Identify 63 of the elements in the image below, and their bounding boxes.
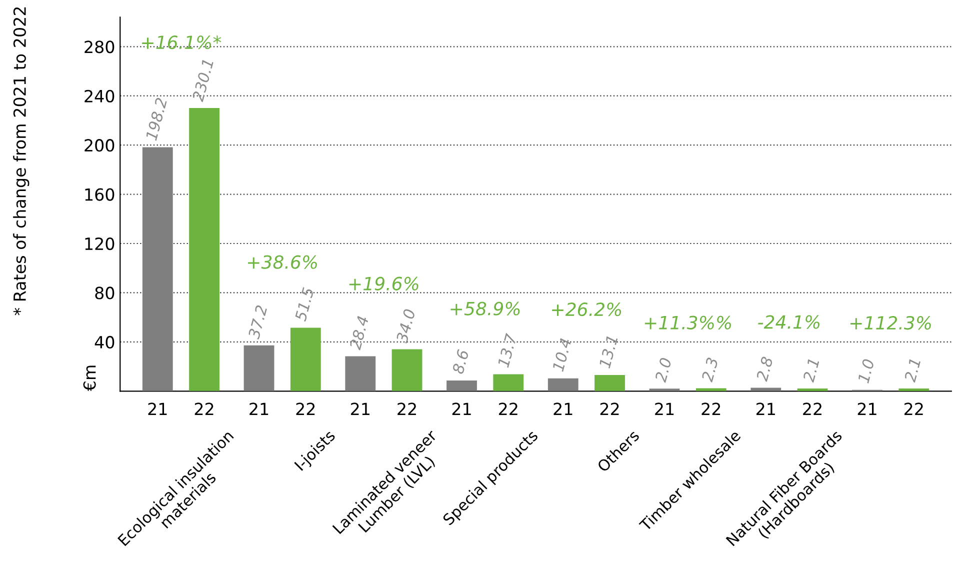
series-label: 22 (194, 402, 214, 416)
text: 21 (351, 402, 370, 416)
bar (649, 388, 680, 392)
data-label: 8.6 (452, 349, 470, 374)
data-label: 51.5 (294, 287, 314, 322)
text: 22 (904, 402, 923, 416)
bar (345, 356, 376, 392)
data-label: 198.2 (145, 97, 168, 141)
bar (594, 375, 625, 392)
bar (142, 147, 173, 392)
bar (548, 378, 578, 392)
y-tick-label: 160 (85, 188, 114, 201)
text: 22 (702, 402, 720, 416)
data-label: 10.4 (552, 338, 572, 372)
bar (189, 108, 220, 392)
data-label: 2.1 (904, 358, 920, 383)
text: 21 (250, 402, 268, 416)
text: 21 (554, 402, 572, 416)
data-label: 13.7 (497, 332, 518, 368)
y-tick-label: 40 (94, 336, 114, 348)
data-label: 230.1 (192, 59, 214, 102)
data-label: 34.0 (396, 308, 416, 344)
data-label: 37.2 (248, 304, 268, 340)
text: 22 (296, 402, 315, 416)
annotation: +16.1%* (142, 36, 222, 50)
data-label: 2.0 (654, 357, 672, 383)
bar (446, 380, 477, 392)
text: 22 (600, 402, 619, 416)
annotation: -24.1% (758, 315, 820, 329)
text: 22 (499, 402, 518, 416)
data-label: 28.4 (349, 316, 369, 350)
text: 21 (756, 402, 775, 416)
y-tick-label: 280 (84, 40, 114, 54)
y-tick-label: 80 (95, 286, 114, 300)
annotation: +11.3%% (644, 316, 731, 330)
data-label: 1.0 (857, 358, 874, 384)
annotation: +38.6% (248, 255, 317, 269)
text: 21 (655, 402, 674, 416)
series-label: 21 (148, 402, 167, 416)
annotation: +26.2% (552, 302, 622, 316)
y-tick-label: 240 (84, 90, 114, 102)
bar (898, 388, 930, 392)
text: 22 (803, 402, 822, 416)
y-tick-label: 200 (84, 139, 114, 152)
bar (493, 374, 524, 392)
text: * Rates of change from 2021 to 2022 (13, 7, 30, 316)
bar (290, 328, 321, 392)
text: 22 (398, 402, 416, 416)
annotation: +19.6% (349, 276, 418, 290)
data-label: 2.1 (802, 358, 820, 383)
annotation: +112.3% (850, 316, 931, 330)
y-axis-title: €m (83, 366, 96, 392)
text: 21 (452, 402, 471, 416)
bar (244, 345, 274, 392)
bar (750, 388, 782, 392)
bar (392, 349, 422, 392)
data-label: 2.8 (756, 356, 774, 382)
y-tick-label: 120 (85, 237, 114, 250)
data-label: 2.3 (701, 357, 718, 383)
bar (797, 388, 828, 392)
data-label: 13.1 (598, 336, 618, 369)
annotation: +58.9% (450, 302, 520, 316)
text: 21 (858, 402, 876, 416)
